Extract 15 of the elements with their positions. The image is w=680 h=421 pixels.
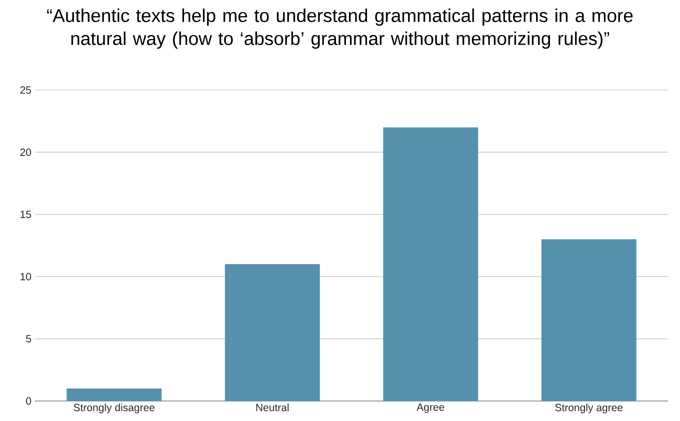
y-tick-label: 0 [26,397,32,405]
y-tick-label: 10 [20,272,32,280]
y-tick-label: 15 [20,210,32,218]
y-tick-label: 20 [20,148,32,156]
bar [383,127,478,401]
x-tick-label: Agree [416,404,444,413]
chart-title: “Authentic texts help me to understand grammatical patterns in a more natural way (how to ‘absorb’ grammar without memorizing rules)” [47,8,633,49]
x-tick-label: Strongly agree [555,404,623,414]
y-tick-label: 25 [20,86,32,94]
bar [224,264,320,401]
bar [66,388,162,401]
x-tick-label: Strongly disagree [74,404,154,414]
x-tick-label: Neutral [256,404,289,412]
bar [541,239,636,401]
y-tick-label: 5 [26,335,32,342]
